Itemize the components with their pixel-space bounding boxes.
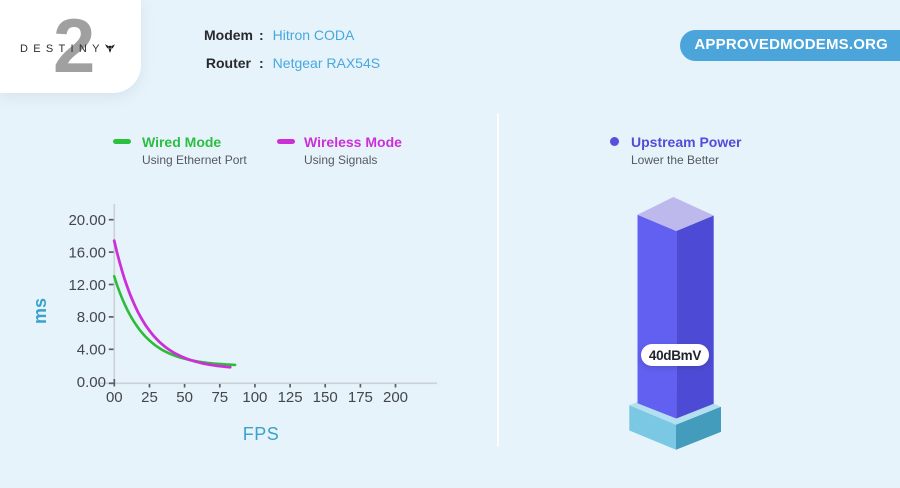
svg-text:150: 150 [313,389,338,406]
svg-text:20.00: 20.00 [68,212,106,229]
svg-text:0.00: 0.00 [77,374,106,391]
svg-text:100: 100 [242,389,267,406]
svg-text:50: 50 [176,389,193,406]
svg-text:125: 125 [278,389,303,406]
svg-text:FPS: FPS [243,424,280,444]
svg-text:16.00: 16.00 [68,244,106,261]
svg-text:00: 00 [106,389,123,406]
svg-text:175: 175 [348,389,373,406]
svg-text:75: 75 [211,389,228,406]
svg-text:12.00: 12.00 [68,277,106,294]
svg-text:200: 200 [383,389,408,406]
svg-text:8.00: 8.00 [77,309,106,326]
svg-text:25: 25 [141,389,158,406]
svg-text:4.00: 4.00 [77,342,106,359]
svg-text:ms: ms [30,298,50,324]
